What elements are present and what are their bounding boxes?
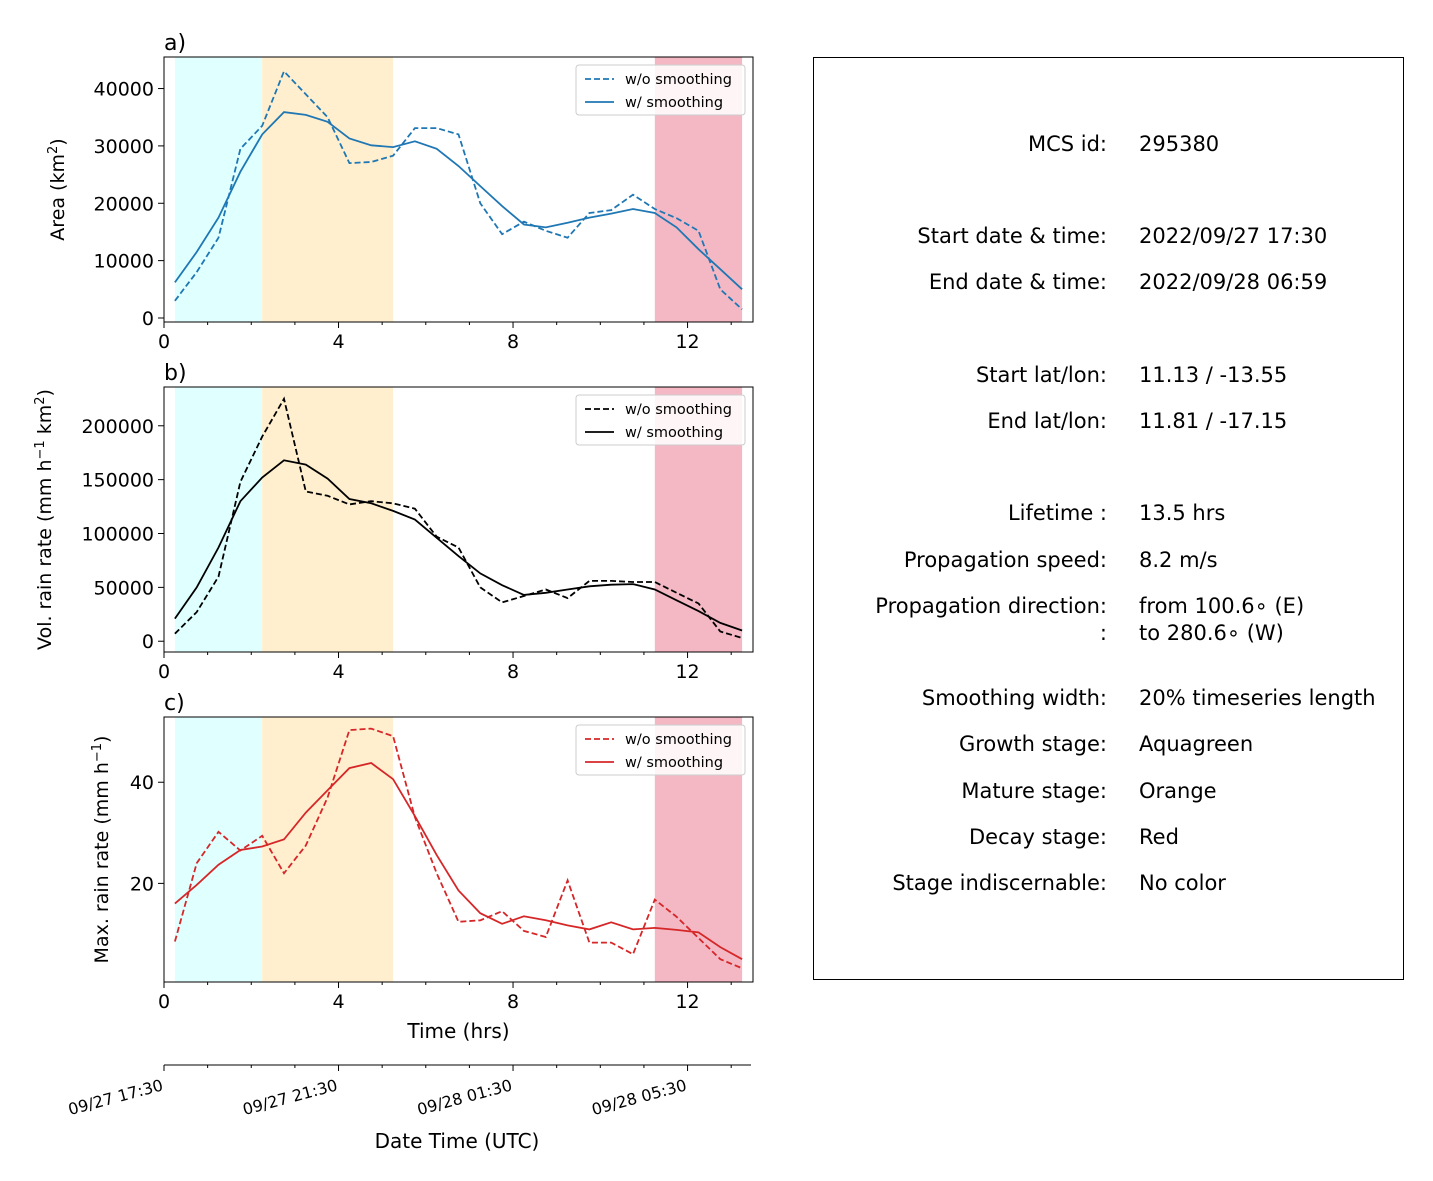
y-tick-label: 10000	[94, 251, 154, 273]
x-tick-label: 0	[158, 661, 170, 683]
x-tick-label: 8	[507, 661, 519, 683]
info-panel: MCS id: 295380 Start date & time: 2022/09/2…	[813, 57, 1404, 980]
info-value: 20% timeseries length	[1139, 686, 1376, 710]
info-value: 2022/09/27 17:30	[1139, 224, 1328, 248]
y-tick-label: 20	[130, 873, 154, 895]
panel-label: b)	[164, 361, 187, 386]
legend-entry: w/o smoothing	[625, 72, 732, 88]
info-value: 13.5 hrs	[1139, 501, 1226, 525]
date-axis-label: Date Time (UTC)	[375, 1129, 540, 1153]
panel-2: 0 4 8 12 0 50000 100000 150000 200000 b) Vol. rain…	[33, 361, 754, 683]
info-value: 11.13 / -13.55	[1139, 363, 1288, 387]
series-line-smoothed	[174, 459, 743, 632]
date-axis: 09/27 17:30 09/27 21:30 09/28 01:30 09/28 0…	[66, 1064, 751, 1153]
info-label: :	[1099, 621, 1107, 645]
panel-1: 0 4 8 12 0 10000 20000 30000 40000 a) Area (km2) w/…	[46, 31, 754, 353]
info-value: 8.2 m/s	[1139, 548, 1218, 572]
stage-span-growth	[174, 387, 263, 652]
legend-entry: w/ smoothing	[625, 425, 723, 441]
date-tick-label: 09/27 17:30	[66, 1076, 165, 1120]
legend: w/o smoothing w/ smoothing	[575, 394, 746, 446]
x-tick-label: 0	[158, 991, 170, 1013]
info-label: Mature stage:	[961, 779, 1107, 803]
y-tick-label: 100000	[81, 524, 154, 546]
info-label: Stage indiscernable:	[892, 871, 1107, 895]
info-value: Aquagreen	[1139, 732, 1254, 756]
legend-box	[575, 394, 746, 446]
info-label: Lifetime :	[1007, 501, 1107, 525]
info-label: Growth stage:	[958, 732, 1107, 756]
y-axis-label: Area (km2)	[46, 138, 70, 240]
x-axis-label: Time (hrs)	[406, 1019, 509, 1043]
axes-frame	[163, 386, 754, 653]
date-tick-label: 09/28 01:30	[415, 1076, 514, 1120]
panel-label: c)	[164, 691, 185, 716]
y-tick-label: 20000	[94, 193, 154, 215]
info-label: End date & time:	[928, 270, 1107, 294]
legend-entry: w/o smoothing	[625, 402, 732, 418]
x-tick-label: 12	[675, 991, 699, 1013]
panel-label: a)	[164, 31, 186, 56]
stage-span-mature	[262, 387, 394, 652]
info-value: No color	[1139, 871, 1226, 895]
legend-box	[575, 724, 746, 776]
date-tick-label: 09/27 21:30	[241, 1076, 340, 1120]
legend: w/o smoothing w/ smoothing	[575, 64, 746, 116]
legend: w/o smoothing w/ smoothing	[575, 724, 746, 776]
y-axis-label: Max. rain rate (mm h−1)	[90, 736, 114, 964]
y-tick-label: 200000	[81, 416, 154, 438]
info-label: Propagation direction:	[875, 594, 1107, 618]
legend-entry: w/o smoothing	[625, 732, 732, 748]
series-line-raw	[174, 396, 743, 639]
series-line-raw	[174, 727, 743, 970]
info-label: Start date & time:	[917, 224, 1107, 248]
x-tick-label: 4	[332, 991, 344, 1013]
y-tick-label: 150000	[81, 470, 154, 492]
y-axis-label: Vol. rain rate (mm h−1 km2)	[33, 389, 57, 650]
stage-span-growth	[174, 57, 263, 322]
date-tick-label: 09/28 05:30	[590, 1076, 689, 1120]
legend-entry: w/ smoothing	[625, 755, 723, 771]
series-line-smoothed	[174, 762, 743, 960]
x-tick-label: 8	[507, 991, 519, 1013]
info-label: Propagation speed:	[903, 548, 1107, 572]
x-tick-label: 12	[675, 661, 699, 683]
y-tick-label: 30000	[94, 136, 154, 158]
info-value: to 280.6∘ (W)	[1139, 621, 1284, 645]
info-label: MCS id:	[1027, 132, 1107, 156]
info-label: Decay stage:	[969, 825, 1107, 849]
x-tick-label: 12	[675, 331, 699, 353]
series-line-raw	[174, 69, 743, 311]
info-value: 11.81 / -17.15	[1139, 409, 1288, 433]
x-tick-label: 0	[158, 331, 170, 353]
y-tick-label: 40000	[94, 79, 154, 101]
stage-span-mature	[262, 717, 394, 982]
axes-frame	[163, 56, 754, 323]
legend-box	[575, 64, 746, 116]
info-label: Start lat/lon:	[975, 363, 1107, 387]
info-label: Smoothing width:	[921, 686, 1107, 710]
stage-span-mature	[262, 57, 394, 322]
info-label: End lat/lon:	[987, 409, 1107, 433]
info-value: Red	[1139, 825, 1179, 849]
y-tick-label: 40	[130, 772, 154, 794]
legend-entry: w/ smoothing	[625, 95, 723, 111]
info-value: 295380	[1139, 132, 1220, 156]
y-tick-label: 0	[142, 631, 154, 653]
info-value: Orange	[1139, 779, 1217, 803]
y-tick-label: 50000	[94, 577, 154, 599]
series-line-smoothed	[174, 111, 743, 290]
x-tick-label: 4	[332, 661, 344, 683]
panel-3: 0 4 8 12 20 40 c) Max. rain rate (mm h−1) Time (…	[90, 691, 754, 1043]
info-value: from 100.6∘ (E)	[1139, 594, 1305, 618]
x-tick-label: 8	[507, 331, 519, 353]
axes-frame	[163, 716, 754, 983]
info-value: 2022/09/28 06:59	[1139, 270, 1328, 294]
y-tick-label: 0	[142, 308, 154, 330]
x-tick-label: 4	[332, 331, 344, 353]
